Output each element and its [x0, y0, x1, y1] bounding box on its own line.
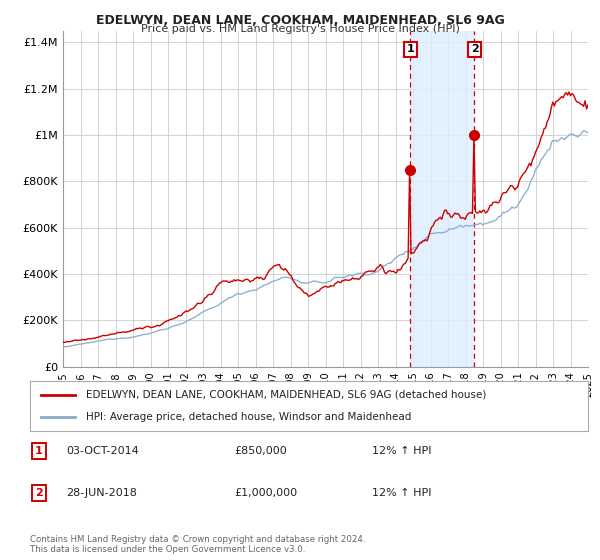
Text: 1: 1 — [35, 446, 43, 456]
Text: £850,000: £850,000 — [234, 446, 287, 456]
Text: £1,000,000: £1,000,000 — [234, 488, 297, 498]
Text: 12% ↑ HPI: 12% ↑ HPI — [372, 488, 431, 498]
Text: 12% ↑ HPI: 12% ↑ HPI — [372, 446, 431, 456]
Bar — [410, 31, 474, 367]
Text: 2: 2 — [35, 488, 43, 498]
Text: EDELWYN, DEAN LANE, COOKHAM, MAIDENHEAD, SL6 9AG (detached house): EDELWYN, DEAN LANE, COOKHAM, MAIDENHEAD,… — [86, 390, 486, 400]
Text: Price paid vs. HM Land Registry's House Price Index (HPI): Price paid vs. HM Land Registry's House … — [140, 24, 460, 34]
Text: 28-JUN-2018: 28-JUN-2018 — [66, 488, 137, 498]
Text: 2: 2 — [471, 44, 479, 54]
Text: 1: 1 — [407, 44, 415, 54]
Text: 03-OCT-2014: 03-OCT-2014 — [66, 446, 139, 456]
Text: Contains HM Land Registry data © Crown copyright and database right 2024.
This d: Contains HM Land Registry data © Crown c… — [30, 535, 365, 554]
Text: EDELWYN, DEAN LANE, COOKHAM, MAIDENHEAD, SL6 9AG: EDELWYN, DEAN LANE, COOKHAM, MAIDENHEAD,… — [95, 14, 505, 27]
Text: HPI: Average price, detached house, Windsor and Maidenhead: HPI: Average price, detached house, Wind… — [86, 412, 411, 422]
Bar — [571, 31, 588, 367]
